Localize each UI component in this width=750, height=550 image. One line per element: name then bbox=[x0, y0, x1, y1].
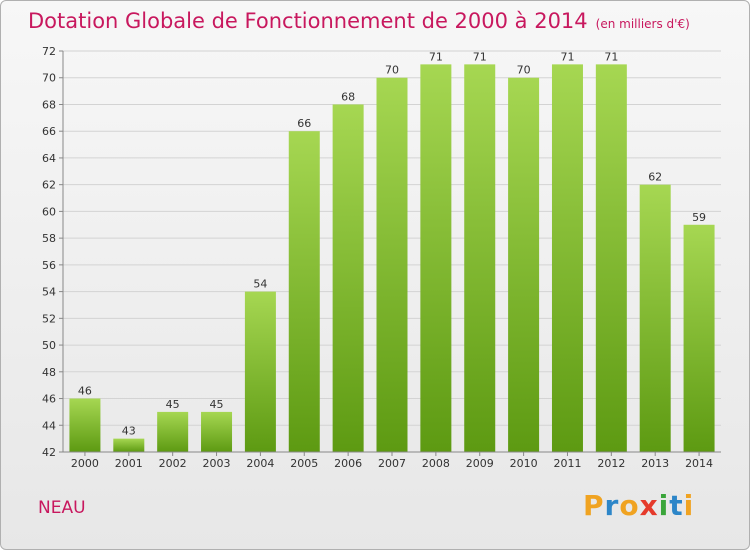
x-tick-label: 2007 bbox=[378, 457, 406, 470]
y-tick-label: 60 bbox=[42, 205, 56, 218]
logo-letter: t bbox=[669, 489, 684, 522]
x-tick-label: 2002 bbox=[159, 457, 187, 470]
y-tick-labels: 42 44 46 48 50 52 54 56 58 60 62 64 66 68 70 72 bbox=[42, 45, 56, 459]
y-tick-label: 46 bbox=[42, 393, 56, 406]
bar-2012 bbox=[595, 64, 627, 452]
bar-2010 bbox=[508, 77, 540, 452]
logo-letter: i bbox=[683, 489, 695, 522]
value-label-2001: 43 bbox=[122, 425, 136, 438]
chart-title: Dotation Globale de Fonctionnement de 20… bbox=[28, 9, 690, 33]
bar-2006 bbox=[332, 104, 364, 452]
logo-letter: r bbox=[604, 489, 620, 522]
x-tick-label: 2005 bbox=[290, 457, 318, 470]
bar-2014 bbox=[683, 224, 715, 452]
value-label-2000: 46 bbox=[78, 385, 92, 398]
y-tick-label: 72 bbox=[42, 45, 56, 58]
x-tick-label: 2001 bbox=[115, 457, 143, 470]
value-label-2014: 59 bbox=[692, 211, 706, 224]
value-label-2007: 70 bbox=[385, 64, 399, 77]
bar-2005 bbox=[288, 131, 320, 452]
value-label-2004: 54 bbox=[253, 278, 267, 291]
bar-2013 bbox=[639, 184, 671, 452]
chart-unit: (en milliers d'€) bbox=[595, 17, 690, 31]
bar-2008 bbox=[420, 64, 452, 452]
x-tick-label: 2014 bbox=[685, 457, 713, 470]
value-label-2013: 62 bbox=[648, 171, 662, 184]
logo-letter: o bbox=[619, 489, 640, 522]
x-tick-label: 2004 bbox=[246, 457, 274, 470]
value-label-2012: 71 bbox=[604, 50, 618, 63]
y-tick-label: 56 bbox=[42, 259, 56, 272]
x-tick-label: 2003 bbox=[203, 457, 231, 470]
logo-letter: x bbox=[639, 489, 659, 522]
y-tick-label: 42 bbox=[42, 446, 56, 459]
bar-2011 bbox=[551, 64, 583, 452]
x-tick-label: 2008 bbox=[422, 457, 450, 470]
value-labels: 46 43 45 45 54 66 68 70 71 71 70 71 71 62 59 bbox=[78, 50, 706, 437]
bars bbox=[69, 64, 715, 452]
chart-title-text: Dotation Globale de Fonctionnement de 20… bbox=[28, 9, 588, 33]
value-label-2010: 70 bbox=[517, 64, 531, 77]
y-tick-label: 70 bbox=[42, 72, 56, 85]
x-tick-label: 2013 bbox=[641, 457, 669, 470]
y-tick-label: 44 bbox=[42, 419, 56, 432]
x-tick-label: 2010 bbox=[510, 457, 538, 470]
value-label-2011: 71 bbox=[560, 50, 574, 63]
value-label-2006: 68 bbox=[341, 90, 355, 103]
bar-2003 bbox=[201, 411, 233, 452]
city-name: NEAU bbox=[38, 498, 86, 518]
bar-2002 bbox=[157, 411, 189, 452]
y-tick-label: 66 bbox=[42, 125, 56, 138]
value-label-2009: 71 bbox=[473, 50, 487, 63]
value-label-2005: 66 bbox=[297, 117, 311, 130]
y-tick-label: 68 bbox=[42, 98, 56, 111]
x-tick-labels: 2000 2001 2002 2003 2004 2005 2006 2007 2008 2009… bbox=[71, 457, 713, 470]
value-label-2002: 45 bbox=[166, 398, 180, 411]
x-tick-label: 2000 bbox=[71, 457, 99, 470]
logo-letter: i bbox=[658, 489, 670, 522]
axes bbox=[62, 51, 721, 456]
bar-2001 bbox=[113, 438, 145, 452]
bar-2007 bbox=[376, 77, 408, 452]
x-tick-label: 2006 bbox=[334, 457, 362, 470]
y-tick-label: 50 bbox=[42, 339, 56, 352]
proxiti-logo: Proxiti bbox=[583, 489, 694, 522]
x-tick-label: 2012 bbox=[597, 457, 625, 470]
y-tick-label: 54 bbox=[42, 286, 56, 299]
value-label-2003: 45 bbox=[210, 398, 224, 411]
y-tick-label: 62 bbox=[42, 179, 56, 192]
value-label-2008: 71 bbox=[429, 50, 443, 63]
y-tick-label: 52 bbox=[42, 312, 56, 325]
logo-letter: P bbox=[583, 489, 605, 522]
y-tick-label: 48 bbox=[42, 366, 56, 379]
bar-2004 bbox=[244, 291, 276, 452]
y-tick-label: 64 bbox=[42, 152, 56, 165]
bar-2009 bbox=[464, 64, 496, 452]
x-tick-label: 2011 bbox=[553, 457, 581, 470]
y-tick-label: 58 bbox=[42, 232, 56, 245]
bar-2000 bbox=[69, 398, 101, 452]
x-tick-label: 2009 bbox=[466, 457, 494, 470]
